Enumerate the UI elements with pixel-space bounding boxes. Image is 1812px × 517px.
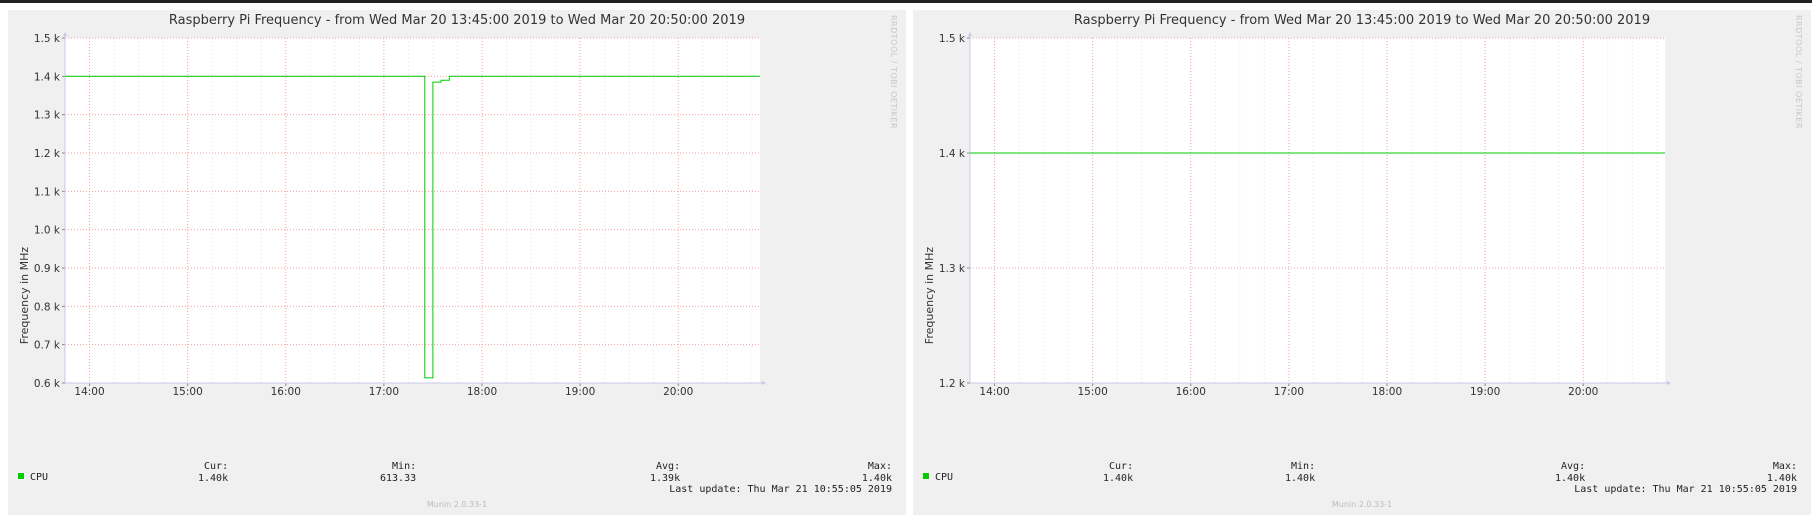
stat-avg: Avg: 1.40k [1555,461,1585,485]
graph-panel-left: Raspberry Pi Frequency - from Wed Mar 20… [8,10,906,515]
y-tick-label: 1.3 k [34,110,61,122]
x-axis-arrow [1667,381,1671,385]
stat-avg-label: Avg: [1561,461,1586,472]
chart-plot: 0.6 k 0.7 k 0.8 k 0.9 k 1.0 k 1.1 k 1.2 k 1.3 k… [34,32,766,398]
stat-cur-label: Cur: [204,461,229,472]
graph-panel-right: Raspberry Pi Frequency - from Wed Mar 20… [913,10,1811,515]
y-tick-label: 1.3 k [939,263,966,275]
stat-cur: Cur: 1.40k [1103,461,1133,485]
legend-label: CPU [30,472,49,483]
x-tick-label: 14:00 [979,386,1009,398]
x-tick-label: 14:00 [74,386,104,398]
y-axis-label-container: Frequency in MHz [18,185,32,405]
stat-cur: Cur: 1.40k [198,461,228,485]
stat-max: Max: 1.40k [1767,461,1797,485]
y-tick-label: 0.8 k [34,301,61,313]
stat-max-label: Max: [1772,461,1797,472]
stat-avg-value: 1.40k [1555,473,1586,484]
legend: CPU [18,472,48,483]
stat-min-value: 613.33 [380,473,417,484]
y-axis-label: Frequency in MHz [923,246,937,344]
stat-cur-label: Cur: [1109,461,1134,472]
stat-min: Min: 613.33 [380,461,416,485]
y-tick-label: 0.9 k [34,263,61,275]
y-axis-label: Frequency in MHz [18,246,32,344]
x-tick-label: 18:00 [467,386,497,398]
y-tick-label: 0.7 k [34,340,61,352]
x-axis-arrow [762,381,766,385]
y-axis-label-container: Frequency in MHz [923,185,937,405]
legend-label: CPU [935,472,954,483]
series-line-cpu [65,75,760,379]
x-tick-label: 19:00 [565,386,595,398]
y-axis-arrow [968,32,972,36]
munin-version: Munin 2.0.33-1 [426,500,488,509]
y-tick-label: 0.6 k [34,378,61,390]
x-tick-label: 15:00 [1078,386,1108,398]
stat-avg-label: Avg: [656,461,681,472]
y-tick-label: 1.0 k [34,225,61,237]
chart-plot: 1.2 k 1.3 k 1.4 k 1.5 k 14:00 15:00 16:00 17:00… [939,32,1671,398]
stat-cur-value: 1.40k [1103,473,1134,484]
x-tick-label: 15:00 [173,386,203,398]
stat-max-label: Max: [867,461,892,472]
stat-min-label: Min: [392,461,417,472]
chart-title: Raspberry Pi Frequency - from Wed Mar 20… [168,13,746,28]
munin-version: Munin 2.0.33-1 [1331,500,1393,509]
last-update: Last update: Thu Mar 21 10:55:05 2019 [1574,484,1797,495]
stat-max-value: 1.40k [1766,473,1797,484]
legend-swatch [923,473,929,479]
stat-max: Max: 1.40k [862,461,892,485]
x-tick-label: 19:00 [1470,386,1500,398]
y-tick-label: 1.5 k [939,33,966,45]
stat-min-value: 1.40k [1285,473,1316,484]
legend-swatch [18,473,24,479]
stat-min-label: Min: [1291,461,1316,472]
stat-avg: Avg: 1.39k [650,461,680,485]
last-update: Last update: Thu Mar 21 10:55:05 2019 [669,484,892,495]
y-tick-label: 1.5 k [34,33,61,45]
x-tick-label: 20:00 [663,386,693,398]
plot-background [970,38,1665,383]
stat-cur-value: 1.40k [198,473,229,484]
y-tick-label: 1.4 k [34,71,61,83]
y-axis-arrow [63,32,67,36]
top-border [0,0,1812,3]
stat-min: Min: 1.40k [1285,461,1315,485]
x-tick-label: 16:00 [271,386,301,398]
rrdtool-watermark: RRDTOOL / TOBI OETIKER [889,15,898,130]
stat-max-value: 1.40k [861,473,892,484]
y-tick-label: 1.2 k [34,148,61,160]
plot-background [65,38,760,383]
x-tick-label: 20:00 [1568,386,1598,398]
x-tick-label: 16:00 [1176,386,1206,398]
y-tick-label: 1.2 k [939,378,966,390]
chart-title: Raspberry Pi Frequency - from Wed Mar 20… [1073,13,1651,28]
stat-avg-value: 1.39k [650,473,681,484]
legend: CPU [923,472,953,483]
x-tick-label: 17:00 [369,386,399,398]
y-tick-label: 1.1 k [34,186,61,198]
rrdtool-watermark: RRDTOOL / TOBI OETIKER [1794,15,1803,130]
x-tick-label: 17:00 [1274,386,1304,398]
x-tick-label: 18:00 [1372,386,1402,398]
y-tick-label: 1.4 k [939,148,966,160]
